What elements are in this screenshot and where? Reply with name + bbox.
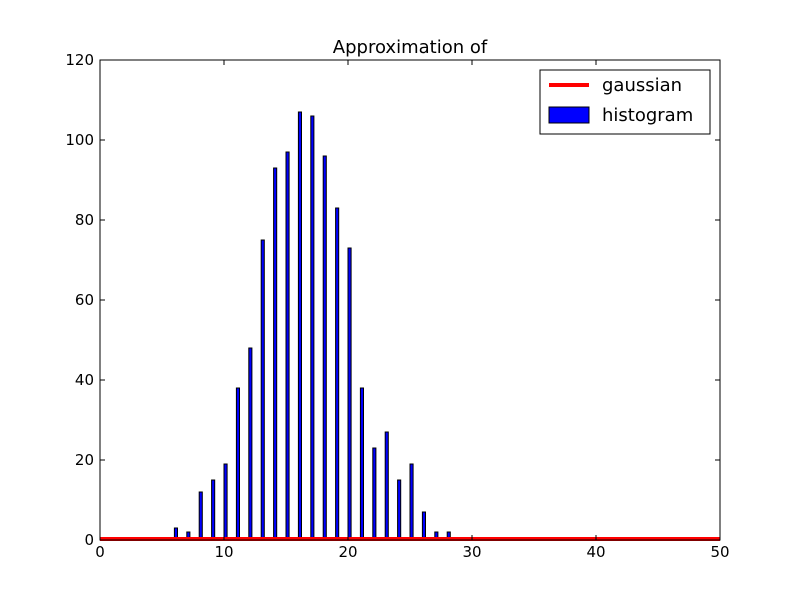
histogram-bar [359,387,364,541]
histogram-bar [372,447,377,541]
histogram-bars [173,111,451,541]
legend-gaussian-label: gaussian [602,75,682,96]
legend: gaussian histogram [539,69,711,135]
x-tick-label: 30 [462,543,481,561]
y-tick-label: 100 [65,131,94,149]
y-tick-label: 80 [75,211,94,229]
histogram-bar [421,511,426,541]
histogram-bar [273,167,278,541]
legend-histogram-swatch [548,106,590,124]
histogram-bar [260,239,265,541]
x-tick-label: 50 [710,543,729,561]
histogram-bar [297,111,302,541]
y-tick-label: 60 [75,291,94,309]
y-tick-label: 0 [84,531,94,549]
histogram-bar [248,347,253,541]
histogram-bar [384,431,389,541]
axis-tick-labels: 0 10 20 30 40 50 0 20 40 60 80 100 120 [65,51,729,561]
histogram-bar [223,463,228,541]
y-tick-label: 120 [65,51,94,69]
x-tick-label: 0 [95,543,105,561]
histogram-bar [335,207,340,541]
y-tick-label: 20 [75,451,94,469]
histogram-bar [310,115,315,541]
histogram-bar [235,387,240,541]
axis-ticks [99,59,721,541]
legend-histogram-label: histogram [602,105,693,126]
histogram-bar [322,155,327,541]
y-tick-label: 40 [75,371,94,389]
histogram-bar [285,151,290,541]
histogram-bar [397,479,402,541]
histogram-bar [198,491,203,541]
chart-title: Approximation of [333,37,488,58]
x-tick-label: 20 [338,543,357,561]
x-tick-label: 10 [214,543,233,561]
histogram-bar [347,247,352,541]
histogram-bar [409,463,414,541]
histogram-bar [211,479,216,541]
x-tick-label: 40 [586,543,605,561]
